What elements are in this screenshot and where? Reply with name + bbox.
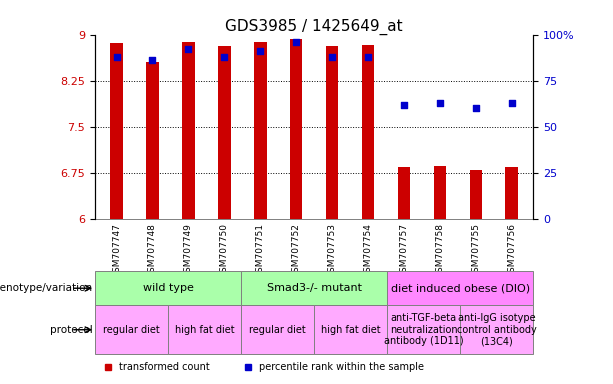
Bar: [147, 62, 159, 219]
Bar: [290, 39, 302, 219]
Title: GDS3985 / 1425649_at: GDS3985 / 1425649_at: [226, 18, 403, 35]
Text: genotype/variation: genotype/variation: [0, 283, 93, 293]
Text: GSM707753: GSM707753: [327, 223, 337, 278]
Point: [148, 57, 158, 63]
Bar: [314, 305, 387, 354]
Bar: [506, 167, 518, 219]
Point: [363, 54, 373, 60]
Text: protocol: protocol: [50, 325, 93, 335]
Bar: [110, 43, 123, 219]
Bar: [254, 42, 267, 219]
Point: [183, 46, 193, 52]
Text: regular diet: regular diet: [103, 325, 160, 335]
Text: GSM707757: GSM707757: [400, 223, 408, 278]
Bar: [168, 305, 241, 354]
Bar: [460, 305, 533, 354]
Text: GSM707748: GSM707748: [148, 223, 157, 278]
Text: high fat diet: high fat diet: [175, 325, 234, 335]
Bar: [362, 45, 375, 219]
Bar: [182, 42, 195, 219]
Point: [291, 39, 301, 45]
Text: diet induced obese (DIO): diet induced obese (DIO): [390, 283, 530, 293]
Text: GSM707751: GSM707751: [256, 223, 265, 278]
Point: [112, 54, 121, 60]
Text: GSM707758: GSM707758: [435, 223, 444, 278]
Text: high fat diet: high fat diet: [321, 325, 381, 335]
Point: [256, 48, 265, 54]
Bar: [433, 166, 446, 219]
Bar: [398, 167, 410, 219]
Text: GSM707755: GSM707755: [471, 223, 481, 278]
Text: GSM707754: GSM707754: [364, 223, 373, 278]
Point: [219, 54, 229, 60]
Bar: [241, 271, 387, 305]
Text: wild type: wild type: [143, 283, 194, 293]
Point: [435, 100, 445, 106]
Text: GSM707747: GSM707747: [112, 223, 121, 278]
Bar: [95, 271, 241, 305]
Text: GSM707749: GSM707749: [184, 223, 193, 278]
Text: GSM707750: GSM707750: [220, 223, 229, 278]
Text: GSM707752: GSM707752: [292, 223, 301, 278]
Text: anti-TGF-beta
neutralization
antibody (1D11): anti-TGF-beta neutralization antibody (1…: [384, 313, 463, 346]
Bar: [218, 46, 230, 219]
Text: regular diet: regular diet: [249, 325, 306, 335]
Point: [507, 100, 517, 106]
Bar: [95, 305, 168, 354]
Bar: [470, 170, 482, 219]
Point: [399, 102, 409, 108]
Point: [327, 54, 337, 60]
Text: transformed count: transformed count: [119, 362, 210, 372]
Bar: [387, 305, 460, 354]
Point: [471, 105, 481, 111]
Text: anti-IgG isotype
control antibody
(13C4): anti-IgG isotype control antibody (13C4): [457, 313, 536, 346]
Text: Smad3-/- mutant: Smad3-/- mutant: [267, 283, 362, 293]
Bar: [241, 305, 314, 354]
Bar: [387, 271, 533, 305]
Bar: [326, 46, 338, 219]
Text: GSM707756: GSM707756: [507, 223, 516, 278]
Text: percentile rank within the sample: percentile rank within the sample: [259, 362, 424, 372]
